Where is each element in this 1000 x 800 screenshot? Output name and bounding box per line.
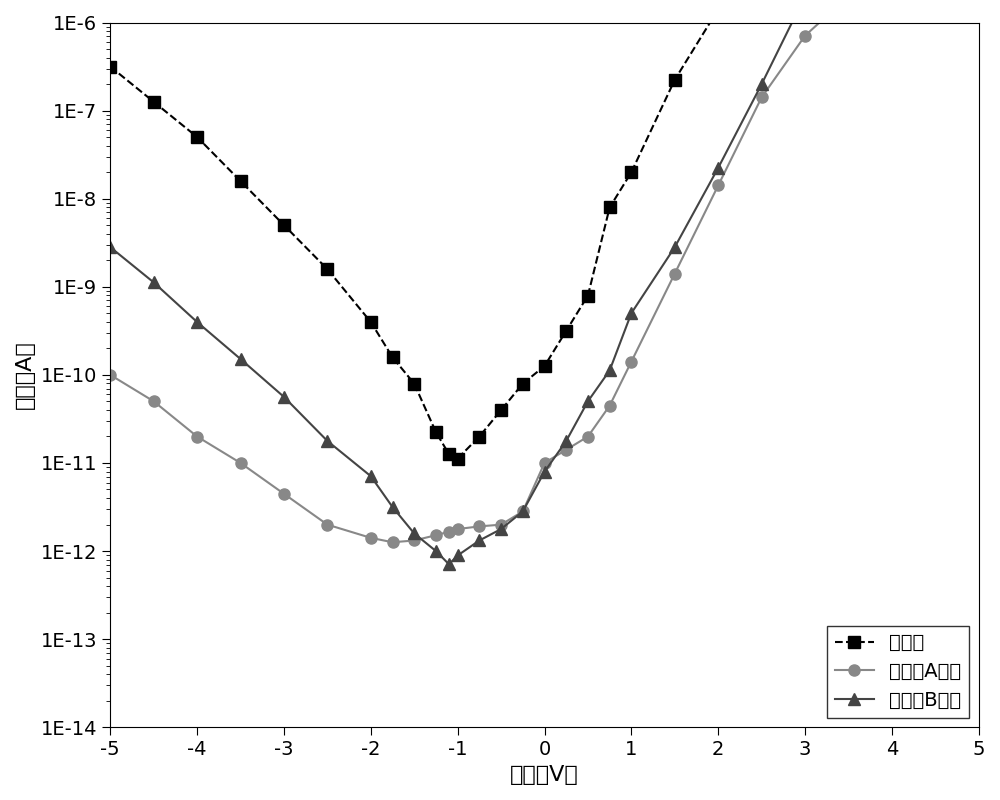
钝化液A处理 <box>104 370 116 380</box>
钝化液B处理 <box>517 506 529 516</box>
钝化液B处理 <box>538 467 550 477</box>
未钝化 <box>430 427 442 437</box>
未钝化 <box>625 167 637 177</box>
钝化液B处理 <box>408 529 420 538</box>
钝化液B处理 <box>235 354 247 364</box>
Line: 未钝化: 未钝化 <box>105 0 984 464</box>
钝化液B处理 <box>387 502 399 512</box>
钝化液B处理 <box>473 536 485 546</box>
未钝化 <box>538 362 550 371</box>
钝化液A处理 <box>582 432 594 442</box>
钝化液B处理 <box>712 163 724 173</box>
钝化液A处理 <box>712 181 724 190</box>
钝化液B处理 <box>495 524 507 534</box>
钝化液A处理 <box>495 520 507 530</box>
钝化液A处理 <box>452 524 464 534</box>
钝化液A处理 <box>538 458 550 468</box>
未钝化 <box>582 290 594 300</box>
钝化液A处理 <box>408 536 420 546</box>
未钝化 <box>669 75 681 85</box>
未钝化 <box>495 406 507 415</box>
未钝化 <box>443 450 455 459</box>
钝化液B处理 <box>625 309 637 318</box>
钝化液A处理 <box>365 533 377 542</box>
钝化液A处理 <box>387 538 399 547</box>
钝化液A处理 <box>756 93 768 102</box>
Y-axis label: 电流（A）: 电流（A） <box>15 341 35 410</box>
钝化液B处理 <box>191 318 203 327</box>
钝化液B处理 <box>756 79 768 89</box>
未钝化 <box>517 379 529 389</box>
钝化液B处理 <box>799 0 811 1</box>
未钝化 <box>148 97 160 106</box>
未钝化 <box>278 220 290 230</box>
Legend: 未钝化, 钝化液A处理, 钝化液B处理: 未钝化, 钝化液A处理, 钝化液B处理 <box>827 626 969 718</box>
钝化液A处理 <box>321 520 333 530</box>
钝化液A处理 <box>842 0 854 1</box>
钝化液A处理 <box>625 357 637 366</box>
X-axis label: 电压（V）: 电压（V） <box>510 765 579 785</box>
钝化液B处理 <box>443 559 455 569</box>
钝化液A处理 <box>278 489 290 498</box>
未钝化 <box>387 353 399 362</box>
钝化液A处理 <box>148 397 160 406</box>
钝化液B处理 <box>560 436 572 446</box>
钝化液A处理 <box>430 530 442 540</box>
钝化液B处理 <box>278 392 290 402</box>
钝化液B处理 <box>669 242 681 252</box>
未钝化 <box>604 202 616 212</box>
未钝化 <box>365 318 377 327</box>
未钝化 <box>235 176 247 186</box>
钝化液A处理 <box>604 401 616 410</box>
未钝化 <box>321 264 333 274</box>
钝化液A处理 <box>560 445 572 454</box>
未钝化 <box>560 326 572 336</box>
钝化液B处理 <box>148 278 160 287</box>
钝化液A处理 <box>517 506 529 516</box>
未钝化 <box>473 432 485 442</box>
未钝化 <box>408 379 420 389</box>
钝化液A处理 <box>799 31 811 41</box>
钝化液B处理 <box>104 242 116 252</box>
钝化液A处理 <box>473 522 485 531</box>
Line: 钝化液A处理: 钝化液A处理 <box>105 0 984 548</box>
未钝化 <box>191 132 203 142</box>
Line: 钝化液B处理: 钝化液B处理 <box>104 0 985 570</box>
钝化液A处理 <box>443 527 455 537</box>
钝化液A处理 <box>191 432 203 442</box>
钝化液B处理 <box>321 436 333 446</box>
未钝化 <box>452 454 464 463</box>
钝化液B处理 <box>604 366 616 375</box>
钝化液A处理 <box>669 269 681 278</box>
钝化液B处理 <box>452 550 464 560</box>
钝化液B处理 <box>430 546 442 556</box>
未钝化 <box>104 62 116 71</box>
未钝化 <box>712 5 724 14</box>
钝化液B处理 <box>582 397 594 406</box>
钝化液A处理 <box>235 458 247 468</box>
钝化液B处理 <box>365 471 377 481</box>
